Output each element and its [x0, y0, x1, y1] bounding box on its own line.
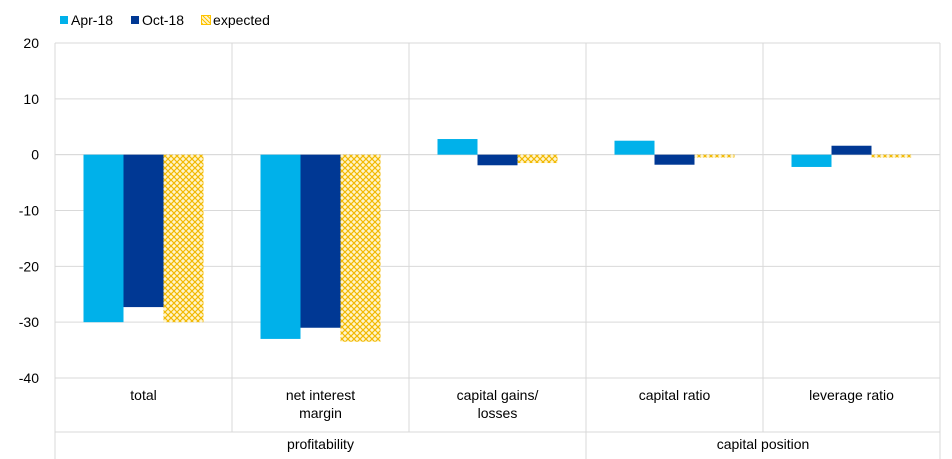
bar-oct-18	[654, 154, 695, 165]
category-label: losses	[478, 405, 518, 421]
bar-oct-18	[123, 154, 164, 308]
y-tick-label: -40	[19, 370, 39, 386]
bar-apr-18	[437, 139, 478, 155]
legend-swatch	[60, 16, 68, 24]
y-tick-label: -20	[19, 258, 39, 274]
bar-expected	[694, 154, 735, 158]
legend-item: expected	[201, 12, 270, 28]
y-tick-label: 10	[23, 91, 39, 107]
legend-swatch	[201, 15, 212, 25]
legend-item: Apr-18	[60, 12, 113, 28]
y-tick-label: 20	[23, 35, 39, 51]
bar-apr-18	[83, 154, 124, 323]
category-label: leverage ratio	[809, 387, 894, 403]
bar-apr-18	[260, 154, 301, 339]
bar-oct-18	[831, 145, 872, 155]
group-label: capital position	[717, 436, 810, 452]
bar-expected	[871, 154, 912, 158]
bar-oct-18	[477, 154, 518, 166]
category-label: margin	[299, 405, 342, 421]
y-tick-label: -10	[19, 203, 39, 219]
bar-expected	[517, 154, 558, 164]
category-label: net interest	[286, 387, 355, 403]
legend-item: Oct-18	[131, 12, 184, 28]
category-label: total	[130, 387, 156, 403]
legend-label: Oct-18	[142, 12, 185, 28]
legend: Apr-18 Oct-18 expected	[60, 12, 270, 28]
y-tick-label: -30	[19, 314, 39, 330]
category-label: capital ratio	[639, 387, 711, 403]
legend-swatch	[131, 16, 140, 24]
bar-apr-18	[791, 154, 832, 167]
legend-label: Apr-18	[71, 12, 114, 28]
bar-expected	[163, 154, 204, 323]
legend-label: expected	[213, 12, 270, 28]
y-tick-label: 0	[31, 147, 39, 163]
group-label: profitability	[287, 436, 354, 452]
bar-apr-18	[614, 140, 655, 155]
bar-expected	[340, 154, 381, 342]
category-label: capital gains/	[457, 387, 539, 403]
bar-oct-18	[300, 154, 341, 328]
